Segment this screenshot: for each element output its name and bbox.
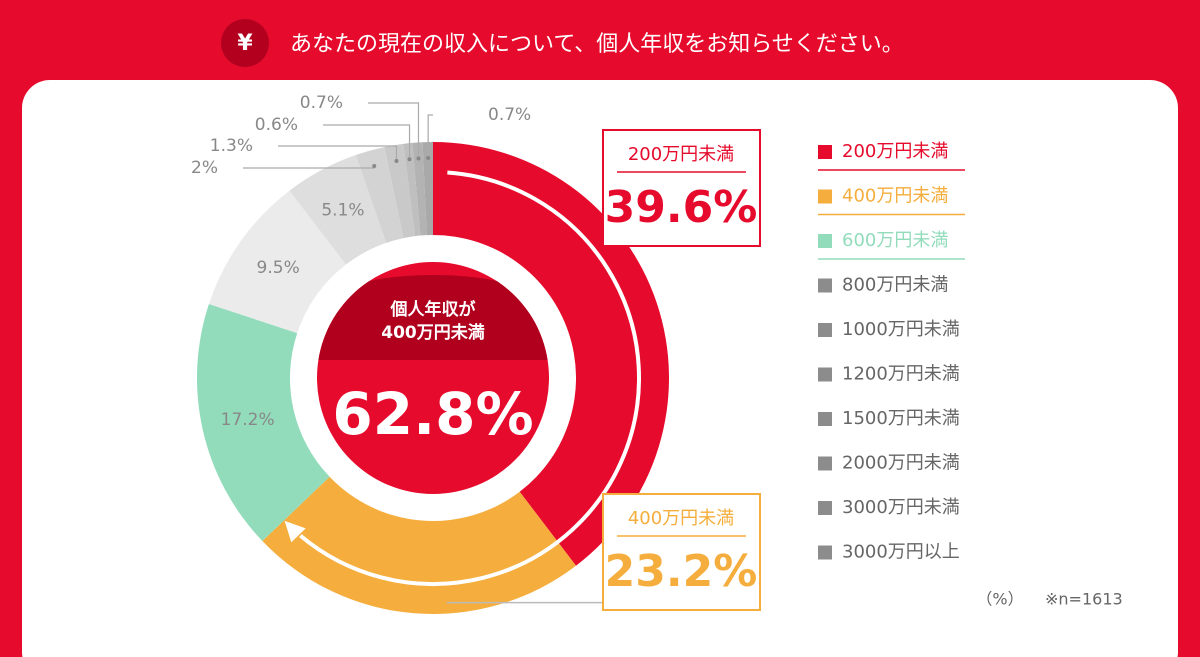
leader-dot — [416, 156, 421, 161]
legend-label: 200万円未満 — [842, 141, 948, 162]
legend-swatch — [818, 278, 832, 293]
slice-label: 1.3% — [210, 136, 253, 156]
slice — [289, 154, 387, 265]
slice-label: 17.2% — [221, 410, 275, 430]
header-title: あなたの現在の収入について、個人年収をお知らせください。 — [290, 32, 904, 57]
leader-line — [427, 114, 433, 159]
slice-label: 0.6% — [255, 115, 298, 135]
center-arrow — [284, 170, 641, 586]
slice — [384, 143, 416, 239]
legend-label: 800万円未満 — [842, 275, 948, 296]
legend-swatch — [818, 456, 832, 471]
callout-name: 400万円未満 — [628, 508, 734, 529]
slice — [412, 142, 427, 236]
leader-dot — [407, 157, 412, 162]
slice — [208, 190, 346, 334]
legend-swatch — [818, 323, 832, 337]
slice-label: 2% — [191, 158, 218, 178]
arrow-head — [284, 520, 306, 543]
slice — [403, 142, 421, 237]
center-value: 62.8% — [332, 380, 533, 448]
legend-swatch — [818, 412, 832, 426]
callout-value: 23.2% — [605, 546, 758, 597]
legend-label: 2000万円未満 — [842, 453, 960, 474]
legend-label: 400万円未満 — [842, 186, 948, 207]
callout-value: 39.6% — [605, 182, 758, 233]
callout-box — [602, 493, 761, 611]
leader-line — [323, 124, 411, 160]
slice — [355, 147, 404, 243]
arrow-arc — [299, 170, 641, 586]
slice-label: 9.5% — [257, 258, 300, 278]
legend-swatch — [818, 145, 832, 159]
legend-swatch — [818, 234, 832, 248]
slice-label: 0.7% — [488, 105, 531, 125]
leader-dot — [372, 163, 377, 168]
legend-swatch — [818, 545, 832, 560]
donut — [196, 142, 669, 614]
slice-label: 0.7% — [300, 93, 343, 113]
header-icon: ¥ — [237, 31, 253, 56]
leader-dot — [394, 159, 399, 164]
callout-box — [602, 129, 761, 247]
callout-name: 200万円未満 — [628, 144, 734, 165]
center-line: 個人年収が — [390, 299, 476, 320]
legend-label: 600万円未満 — [842, 230, 948, 251]
unit-note: （%） — [976, 590, 1023, 609]
slice — [196, 303, 330, 542]
legend-label: 3000万円以上 — [842, 542, 960, 563]
slice — [422, 142, 433, 236]
center-line: 400万円未満 — [381, 322, 485, 343]
slice — [262, 476, 577, 614]
center-cap — [318, 275, 548, 360]
legend-label: 1200万円未満 — [842, 364, 960, 385]
slice-label: 5.1% — [321, 201, 364, 221]
leader-line — [278, 145, 398, 162]
legend-swatch — [818, 367, 832, 382]
leader-line — [368, 102, 420, 159]
leader-dot — [426, 156, 431, 161]
slice — [433, 142, 669, 566]
n-note: ※n=1613 — [1045, 590, 1123, 609]
legend-label: 1000万円未満 — [842, 319, 960, 340]
legend-swatch — [818, 189, 832, 204]
legend-swatch — [818, 501, 832, 515]
legend-label: 1500万円未満 — [842, 408, 960, 429]
legend-label: 3000万円未満 — [842, 497, 960, 518]
header-icon-bg — [221, 19, 269, 67]
